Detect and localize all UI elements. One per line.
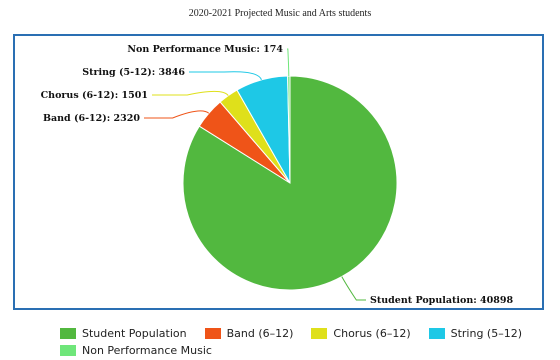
legend-row: Non Performance Music <box>60 343 540 358</box>
callout-line <box>189 71 262 81</box>
callout-line <box>287 48 290 77</box>
chart-title: 2020-2021 Projected Music and Arts stude… <box>188 8 372 19</box>
legend-swatch <box>204 328 221 339</box>
legend-label: String (5–12) <box>450 327 523 340</box>
legend-swatch <box>428 328 445 339</box>
legend-item[interactable]: Student Population <box>60 327 187 340</box>
data-label: Non Performance Music: 174 <box>127 44 283 55</box>
legend-item[interactable]: Non Performance Music <box>60 344 212 357</box>
data-label: Student Population: 40898 <box>370 295 513 306</box>
chart-legend: Student Population Band (6–12) Chorus (6–1… <box>60 326 540 360</box>
legend-item[interactable]: String (5–12) <box>428 327 523 340</box>
legend-label: Band (6–12) <box>226 327 294 340</box>
callout-line <box>144 110 210 119</box>
legend-swatch <box>60 345 76 356</box>
legend-item[interactable]: Chorus (6–12) <box>311 327 411 340</box>
legend-label: Chorus (6–12) <box>333 327 411 340</box>
legend-item[interactable]: Band (6–12) <box>204 327 294 340</box>
data-label: String (5-12): 3846 <box>82 67 185 78</box>
callout-line <box>152 90 229 96</box>
data-label: Chorus (6-12): 1501 <box>41 90 148 101</box>
legend-swatch <box>60 328 76 339</box>
legend-label: Student Population <box>82 327 187 340</box>
data-label: Band (6-12): 2320 <box>43 113 140 124</box>
callout-line <box>341 276 366 301</box>
legend-label: Non Performance Music <box>82 344 212 357</box>
pie-slice-student-population <box>182 75 398 291</box>
legend-swatch <box>311 328 328 339</box>
legend-row: Student Population Band (6–12) Chorus (6–1… <box>60 326 540 341</box>
